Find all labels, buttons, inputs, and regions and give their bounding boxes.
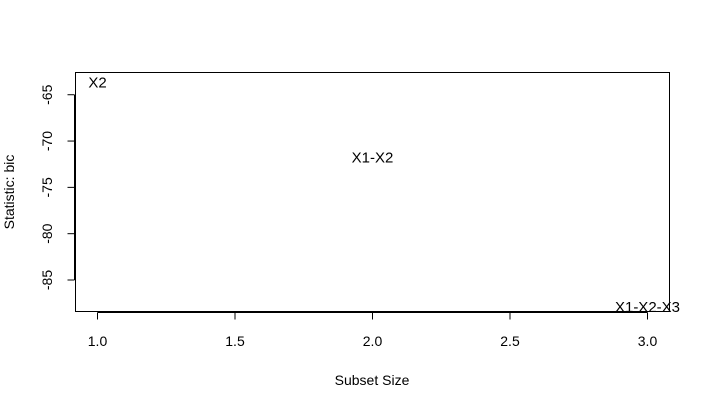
x-axis-title: Subset Size (335, 372, 410, 388)
y-tick-label: -65 (39, 84, 55, 104)
x-tick-label: 1.5 (225, 333, 245, 349)
x-tick-label: 1.0 (88, 333, 108, 349)
y-tick-label: -70 (39, 131, 55, 151)
x-tick-label: 3.0 (638, 333, 658, 349)
point-labels: X2 X1-X2 X1-X2-X3 (88, 75, 680, 316)
y-axis: -65 -70 -75 -80 -85 (39, 84, 75, 290)
y-tick-label: -75 (39, 177, 55, 197)
y-tick-label: -80 (39, 223, 55, 243)
point-label: X2 (88, 75, 106, 92)
x-axis: 1.0 1.5 2.0 2.5 3.0 (88, 312, 658, 349)
point-label: X1-X2 (352, 150, 394, 167)
plot-frame (75, 72, 670, 312)
point-label: X1-X2-X3 (615, 299, 680, 316)
y-tick-label: -85 (39, 270, 55, 290)
x-tick-label: 2.0 (363, 333, 383, 349)
x-tick-label: 2.5 (500, 333, 520, 349)
y-axis-title: Statistic: bic (1, 155, 17, 230)
